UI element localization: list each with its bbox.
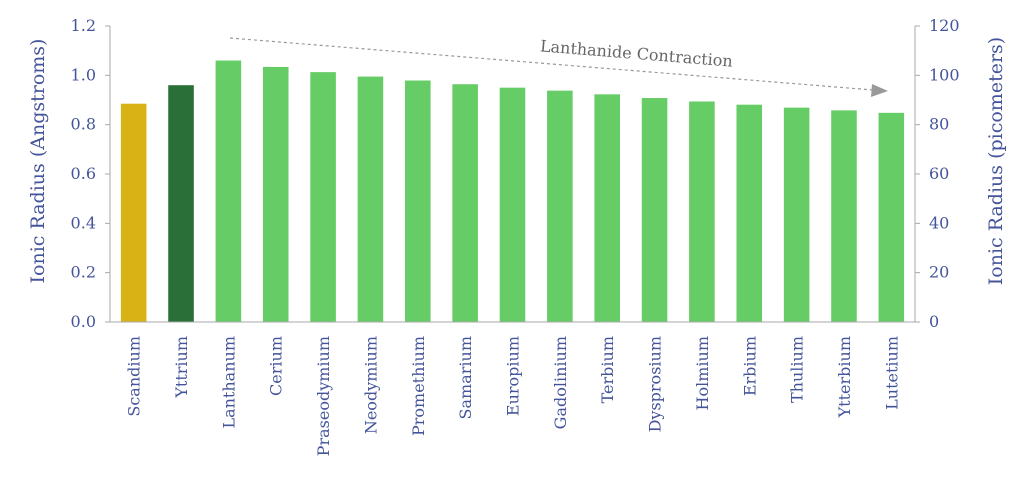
category-label: Holmium — [693, 336, 712, 410]
category-label: Europium — [504, 336, 523, 416]
category-label: Ytterbium — [835, 336, 854, 418]
right-tick-label: 0 — [929, 312, 939, 331]
right-tick-label: 60 — [929, 164, 949, 183]
category-label: Praseodymium — [314, 336, 333, 456]
category-label: Gadolinium — [551, 336, 570, 429]
bar-thulium — [783, 107, 810, 322]
right-tick-label: 40 — [929, 213, 949, 232]
category-label: Lanthanum — [219, 336, 238, 429]
bar-europium — [499, 87, 526, 323]
bar-lutetium — [878, 112, 905, 323]
left-tick-label: 0.8 — [71, 115, 96, 134]
category-label: Erbium — [740, 336, 759, 396]
bar-terbium — [594, 94, 620, 323]
bar-gadolinium — [547, 90, 573, 322]
arrow-head-icon — [871, 84, 888, 97]
bars — [110, 60, 915, 323]
bar-samarium — [452, 84, 478, 322]
right-axis-title: Ionic Radius (picometers) — [985, 37, 1007, 285]
bar-scandium — [120, 103, 147, 322]
category-label: Neodymium — [361, 336, 380, 434]
bar-erbium — [736, 104, 763, 322]
bar-yttrium — [168, 85, 194, 322]
right-y-axis: 0 20 40 60 80 100 120 — [914, 16, 960, 331]
left-tick-label: 1.0 — [71, 65, 96, 84]
left-tick-label: 0.2 — [71, 263, 96, 282]
category-label: Cerium — [267, 336, 286, 396]
category-label: Scandium — [125, 336, 144, 417]
left-y-axis: 0.0 0.2 0.4 0.6 0.8 1.0 1.2 — [71, 16, 111, 331]
category-label: Yttrium — [172, 336, 191, 399]
category-label: Thulium — [788, 336, 807, 403]
bar-cerium — [262, 66, 289, 323]
bar-lanthanum — [215, 60, 242, 323]
bar-praseodymium — [310, 72, 336, 322]
left-tick-label: 1.2 — [71, 16, 96, 35]
category-labels: Scandium Yttrium Lanthanum Cerium Praseodymi… — [125, 336, 902, 456]
left-tick-label: 0.4 — [71, 213, 96, 232]
annotation-label: Lanthanide Contraction — [539, 36, 733, 70]
left-tick-label: 0.0 — [71, 312, 96, 331]
bar-dysprosium — [641, 98, 668, 322]
category-label: Samarium — [456, 336, 475, 419]
bar-ytterbium — [831, 110, 857, 322]
bar-neodymium — [357, 76, 384, 322]
right-tick-label: 80 — [929, 115, 949, 134]
left-tick-label: 0.6 — [71, 164, 96, 183]
bar-promethium — [405, 80, 431, 322]
right-tick-label: 120 — [929, 16, 960, 35]
category-label: Promethium — [409, 336, 428, 436]
category-label: Terbium — [598, 336, 617, 403]
right-tick-label: 100 — [929, 65, 960, 84]
category-label: Dysprosium — [646, 336, 665, 432]
bar-holmium — [689, 101, 715, 322]
left-axis-title: Ionic Radius (Angstroms) — [27, 39, 49, 284]
category-label: Lutetium — [882, 336, 901, 410]
right-tick-label: 20 — [929, 263, 949, 282]
